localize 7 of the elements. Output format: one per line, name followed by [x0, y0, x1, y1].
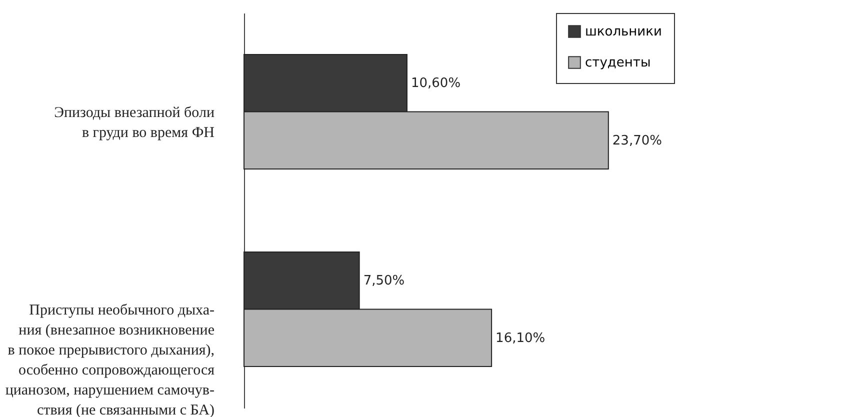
data-label: 10,60% [410, 76, 461, 92]
data-label: 23,70% [612, 133, 662, 148]
legend-label: школьники [585, 24, 662, 40]
data-label: 16,10% [496, 330, 546, 346]
legend-label: студенты [585, 56, 651, 70]
data-label: 7,50% [363, 274, 405, 289]
y-tick-label: Эпизоды внезапной боли в груди во время ФН [54, 104, 215, 141]
